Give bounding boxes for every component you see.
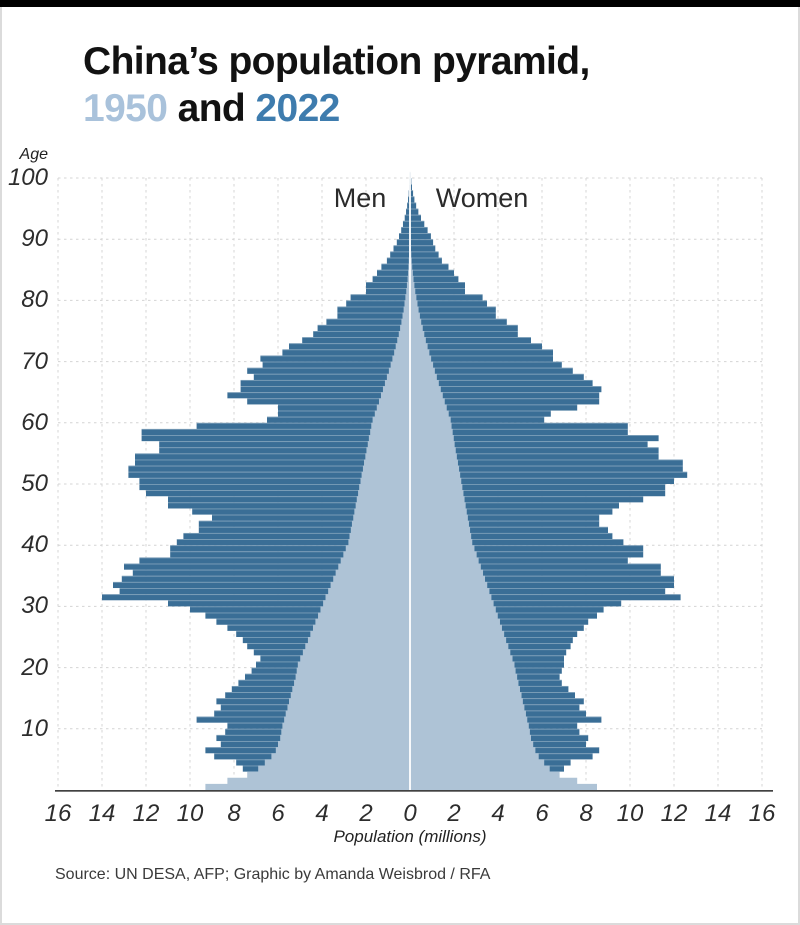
population-tick-label: 8 (579, 800, 593, 827)
age-tick-label: 40 (21, 531, 48, 558)
population-tick-label: 14 (704, 800, 732, 827)
title-line-2: 1950 and 2022 (83, 85, 590, 132)
chart-title: China’s population pyramid, 1950 and 202… (83, 38, 590, 132)
population-tick-label: 6 (271, 800, 285, 827)
men-label: Men (333, 183, 387, 213)
age-tick-label: 70 (21, 348, 48, 375)
bottom-border (0, 923, 800, 925)
population-tick-label: 12 (132, 800, 160, 827)
population-tick-label: 8 (227, 800, 241, 827)
area-1950 (205, 171, 597, 790)
population-tick-label: 2 (359, 800, 373, 827)
population-tick-label: 6 (535, 800, 549, 827)
title-and: and (167, 87, 256, 130)
right-border (798, 7, 800, 925)
left-border (0, 7, 2, 925)
population-tick-label: 12 (660, 800, 688, 827)
population-tick-label: 14 (88, 800, 116, 827)
population-tick-label: 0 (403, 800, 417, 827)
population-tick-label: 10 (616, 800, 644, 827)
population-tick-label: 4 (315, 800, 329, 827)
population-tick-label: 10 (176, 800, 204, 827)
center-line (409, 171, 411, 790)
y-axis-title: Age (19, 146, 48, 163)
source-credit: Source: UN DESA, AFP; Graphic by Amanda … (55, 866, 491, 883)
population-tick-label: 16 (748, 800, 776, 827)
axis-line (55, 790, 773, 792)
x-axis-title: Population (millions) (333, 827, 487, 846)
population-tick-label: 16 (44, 800, 72, 827)
age-tick-label: 10 (21, 715, 48, 742)
women-label: Women (435, 183, 529, 213)
population-tick-label: 4 (491, 800, 505, 827)
age-tick-label: 60 (21, 409, 48, 436)
title-year-1950: 1950 (83, 87, 168, 130)
age-tick-label: 80 (21, 286, 48, 313)
top-black-bar (0, 0, 800, 7)
age-tick-label: 50 (21, 470, 48, 497)
title-line-1: China’s population pyramid, (83, 40, 590, 83)
population-tick-label: 2 (447, 800, 461, 827)
age-tick-label: 30 (21, 592, 48, 619)
age-tick-label: 90 (21, 225, 48, 252)
title-year-2022: 2022 (255, 87, 340, 130)
age-tick-label: 100 (7, 164, 48, 191)
age-tick-label: 20 (21, 654, 48, 681)
